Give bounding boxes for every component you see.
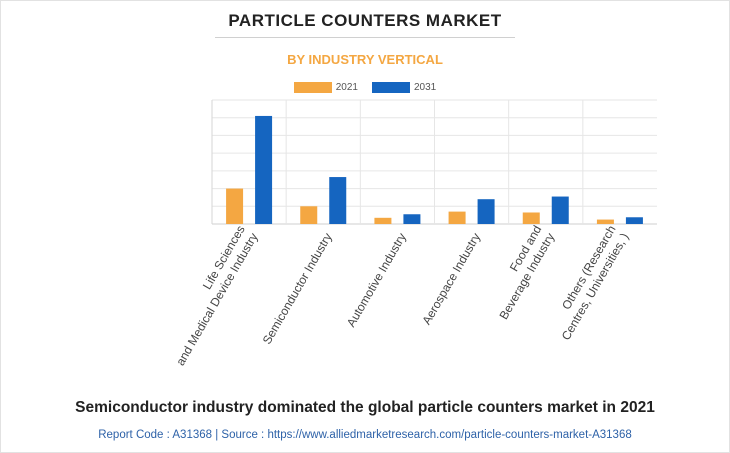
chart-headline: Semiconductor industry dominated the glo… <box>75 399 655 416</box>
legend-item-2021: 2021 <box>293 81 358 93</box>
x-tick-label-3: Aerospace Industry <box>419 231 483 328</box>
bar-2021-1 <box>300 206 318 224</box>
legend-label-2021: 2021 <box>335 81 358 93</box>
legend-swatch-2031 <box>372 81 410 93</box>
legend-label-2031: 2031 <box>414 81 437 93</box>
bar-chart: Life Sciencesand Medical Device Industry… <box>160 99 657 368</box>
bar-2021-0 <box>226 188 244 224</box>
bar-2031-1 <box>329 177 347 224</box>
legend-item-2031: 2031 <box>372 81 437 93</box>
x-tick-label-5: Others (ResearchCentres, Universities, ) <box>546 223 632 343</box>
legend-swatch-2021 <box>293 81 332 93</box>
x-tick-label-2: Automotive Industry <box>344 231 409 330</box>
bar-2021-4 <box>522 212 540 224</box>
bar-2021-2 <box>374 217 392 224</box>
bar-2031-5 <box>625 217 643 224</box>
chart-title: PARTICLE COUNTERS MARKET <box>228 11 502 30</box>
chart-legend: 2021 2031 <box>0 80 730 94</box>
bar-2031-3 <box>477 199 495 224</box>
report-source-line: Report Code : A31368 | Source : https://… <box>98 429 632 441</box>
bar-2031-4 <box>551 196 569 224</box>
x-tick-label-1: Semiconductor Industry <box>260 231 335 347</box>
bar-2021-3 <box>448 211 466 224</box>
bar-2031-0 <box>255 115 273 224</box>
x-tick-label-4: Food andBeverage Industry <box>484 223 558 322</box>
chart-subtitle: BY INDUSTRY VERTICAL <box>287 52 443 67</box>
title-divider <box>215 37 515 38</box>
x-tick-label-0: Life Sciencesand Medical Device Industry <box>160 223 260 368</box>
bar-2031-2 <box>403 214 421 224</box>
bar-2021-5 <box>596 219 614 224</box>
